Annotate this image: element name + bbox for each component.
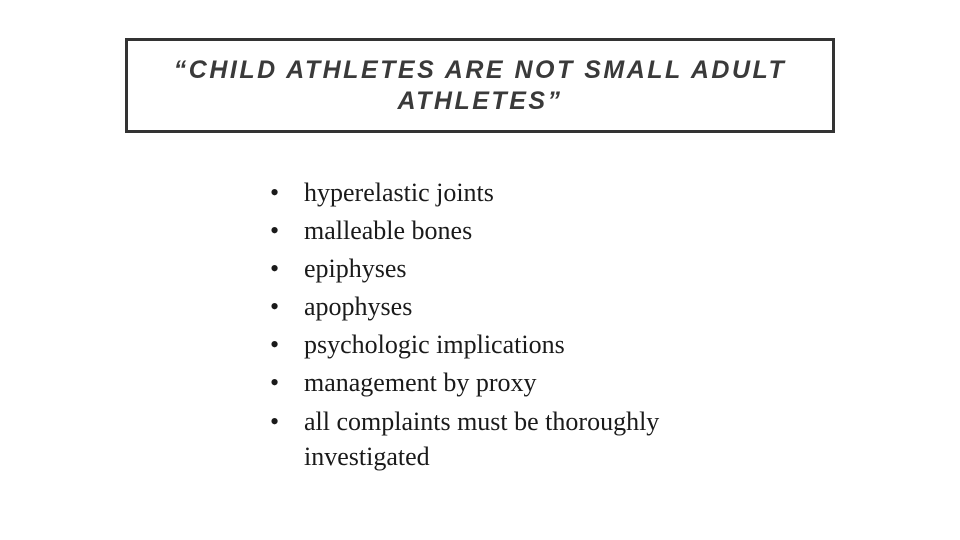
bullet-list: • hyperelastic joints • malleable bones … (270, 175, 790, 477)
bullet-text: management by proxy (304, 365, 790, 400)
list-item: • malleable bones (270, 213, 790, 248)
slide: “CHILD ATHLETES ARE NOT SMALL ADULT ATHL… (0, 0, 960, 540)
list-item: • all complaints must be thoroughly inve… (270, 404, 790, 474)
bullet-icon: • (270, 327, 304, 362)
bullet-icon: • (270, 404, 304, 439)
bullet-text: apophyses (304, 289, 790, 324)
bullet-text: psychologic implications (304, 327, 790, 362)
bullet-text: hyperelastic joints (304, 175, 790, 210)
list-item: • epiphyses (270, 251, 790, 286)
bullet-icon: • (270, 175, 304, 210)
title-box: “CHILD ATHLETES ARE NOT SMALL ADULT ATHL… (125, 38, 835, 133)
bullet-text: all complaints must be thoroughly invest… (304, 404, 790, 474)
list-item: • hyperelastic joints (270, 175, 790, 210)
bullet-text: epiphyses (304, 251, 790, 286)
bullet-icon: • (270, 289, 304, 324)
list-item: • apophyses (270, 289, 790, 324)
slide-title: “CHILD ATHLETES ARE NOT SMALL ADULT ATHL… (148, 55, 812, 118)
list-item: • psychologic implications (270, 327, 790, 362)
list-item: • management by proxy (270, 365, 790, 400)
bullet-icon: • (270, 213, 304, 248)
bullet-icon: • (270, 365, 304, 400)
bullet-icon: • (270, 251, 304, 286)
bullet-text: malleable bones (304, 213, 790, 248)
